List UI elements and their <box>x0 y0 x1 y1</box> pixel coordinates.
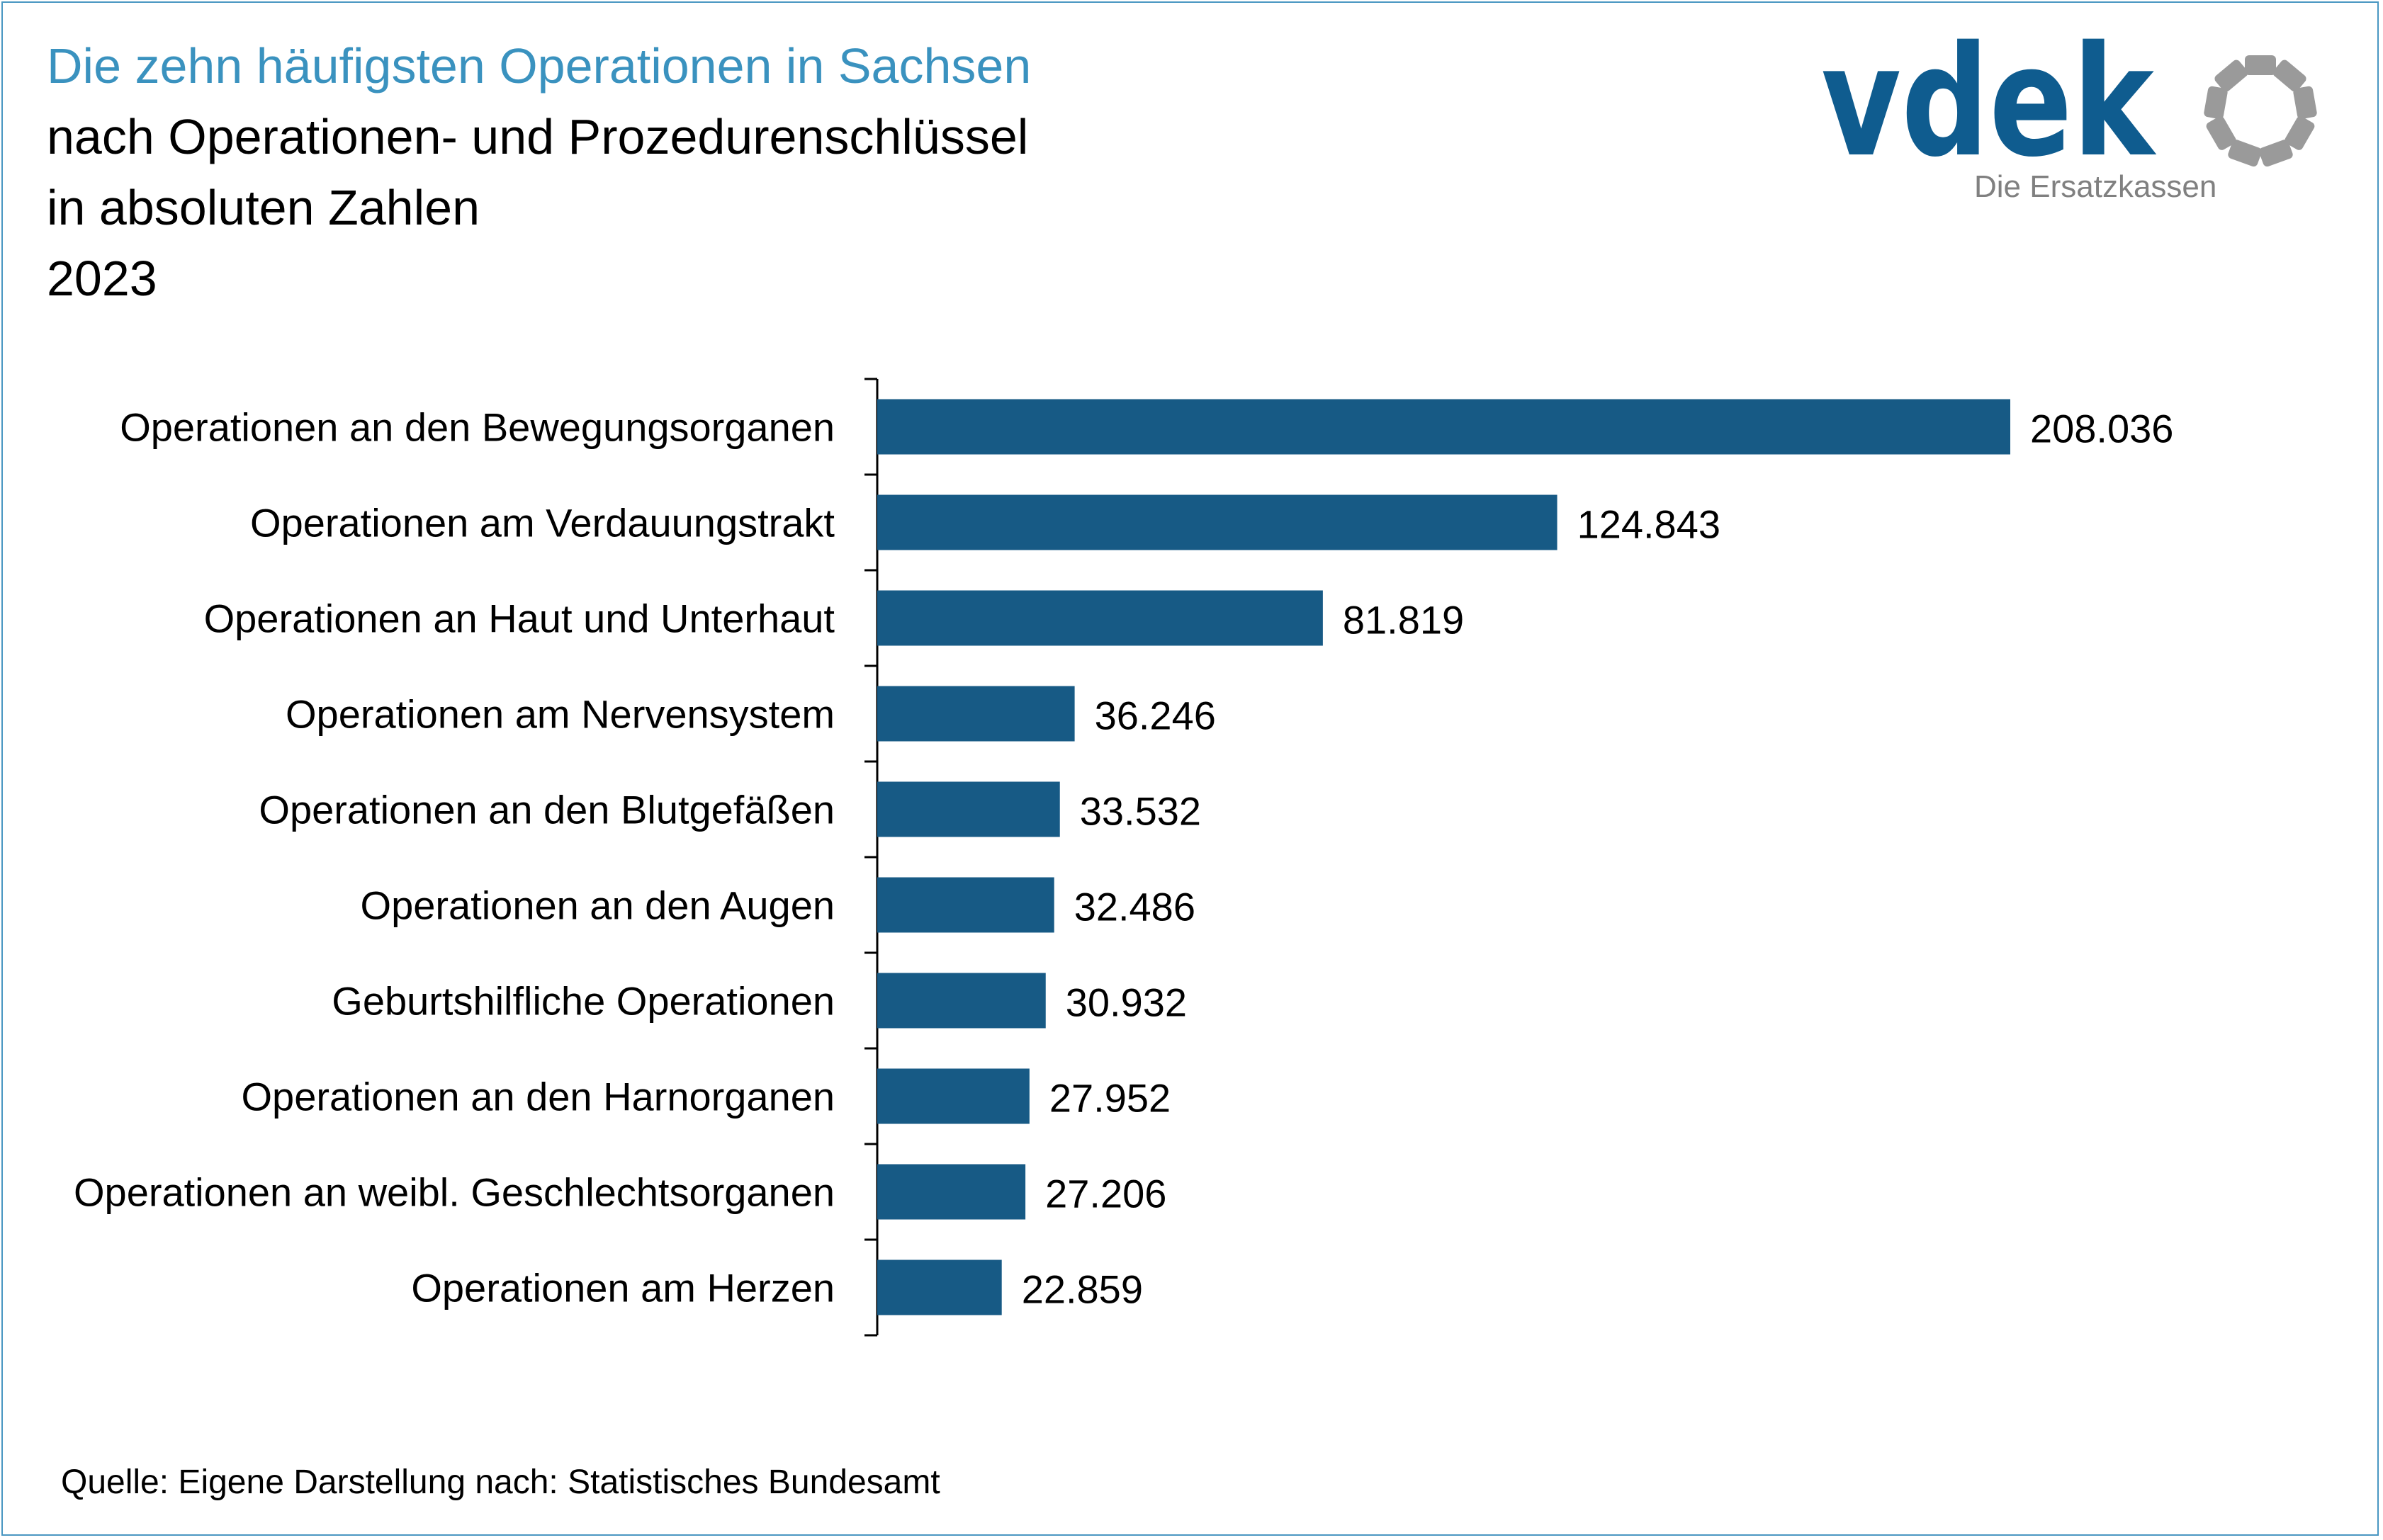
data-label: 36.246 <box>1095 693 1216 738</box>
chart-year: 2023 <box>47 251 157 306</box>
data-label: 32.486 <box>1074 885 1195 929</box>
category-label: Operationen an weibl. Geschlechtsorganen <box>74 1170 835 1215</box>
bar <box>877 1164 1026 1220</box>
bar <box>877 1259 1002 1315</box>
category-label: Operationen an den Augen <box>361 883 835 928</box>
bar <box>877 877 1054 933</box>
data-label: 27.952 <box>1049 1076 1171 1121</box>
bar <box>877 399 2010 455</box>
category-label: Operationen an den Blutgefäßen <box>259 788 835 832</box>
vdek-logo: vdek Die Ersatzkassen <box>1821 27 2318 204</box>
bar <box>877 973 1046 1029</box>
chart-subtitle: nach Operationen- und Prozedurenschlüsse… <box>47 109 1029 164</box>
bar <box>877 781 1060 837</box>
category-label: Operationen am Herzen <box>411 1266 835 1310</box>
data-label: 27.206 <box>1045 1172 1166 1216</box>
category-label: Operationen an Haut und Unterhaut <box>204 596 835 641</box>
bar <box>877 1068 1030 1124</box>
logo-wordmark: vdek <box>1821 27 2157 191</box>
data-label: 81.819 <box>1343 598 1464 642</box>
data-label: 22.859 <box>1022 1267 1143 1312</box>
source-note: Quelle: Eigene Darstellung nach: Statist… <box>61 1463 940 1501</box>
logo-ring-icon <box>2203 55 2318 168</box>
chart-unit-line: in absoluten Zahlen <box>47 180 480 235</box>
bar <box>877 590 1323 646</box>
bar <box>877 494 1557 550</box>
data-label: 30.932 <box>1066 980 1187 1025</box>
category-label: Operationen am Verdauungstrakt <box>250 501 835 545</box>
data-label: 124.843 <box>1577 502 1720 547</box>
data-label: 33.532 <box>1080 789 1201 834</box>
data-label: 208.036 <box>2030 407 2173 451</box>
bar <box>877 686 1075 742</box>
category-label: Geburtshilfliche Operationen <box>332 979 835 1024</box>
category-label: Operationen an den Bewegungsorganen <box>120 405 835 450</box>
chart-title: Die zehn häufigsten Operationen in Sachs… <box>47 38 1032 94</box>
category-label: Operationen an den Harnorganen <box>241 1075 835 1119</box>
logo-tagline: Die Ersatzkassen <box>1974 169 2216 204</box>
category-label: Operationen am Nervensystem <box>286 692 835 737</box>
